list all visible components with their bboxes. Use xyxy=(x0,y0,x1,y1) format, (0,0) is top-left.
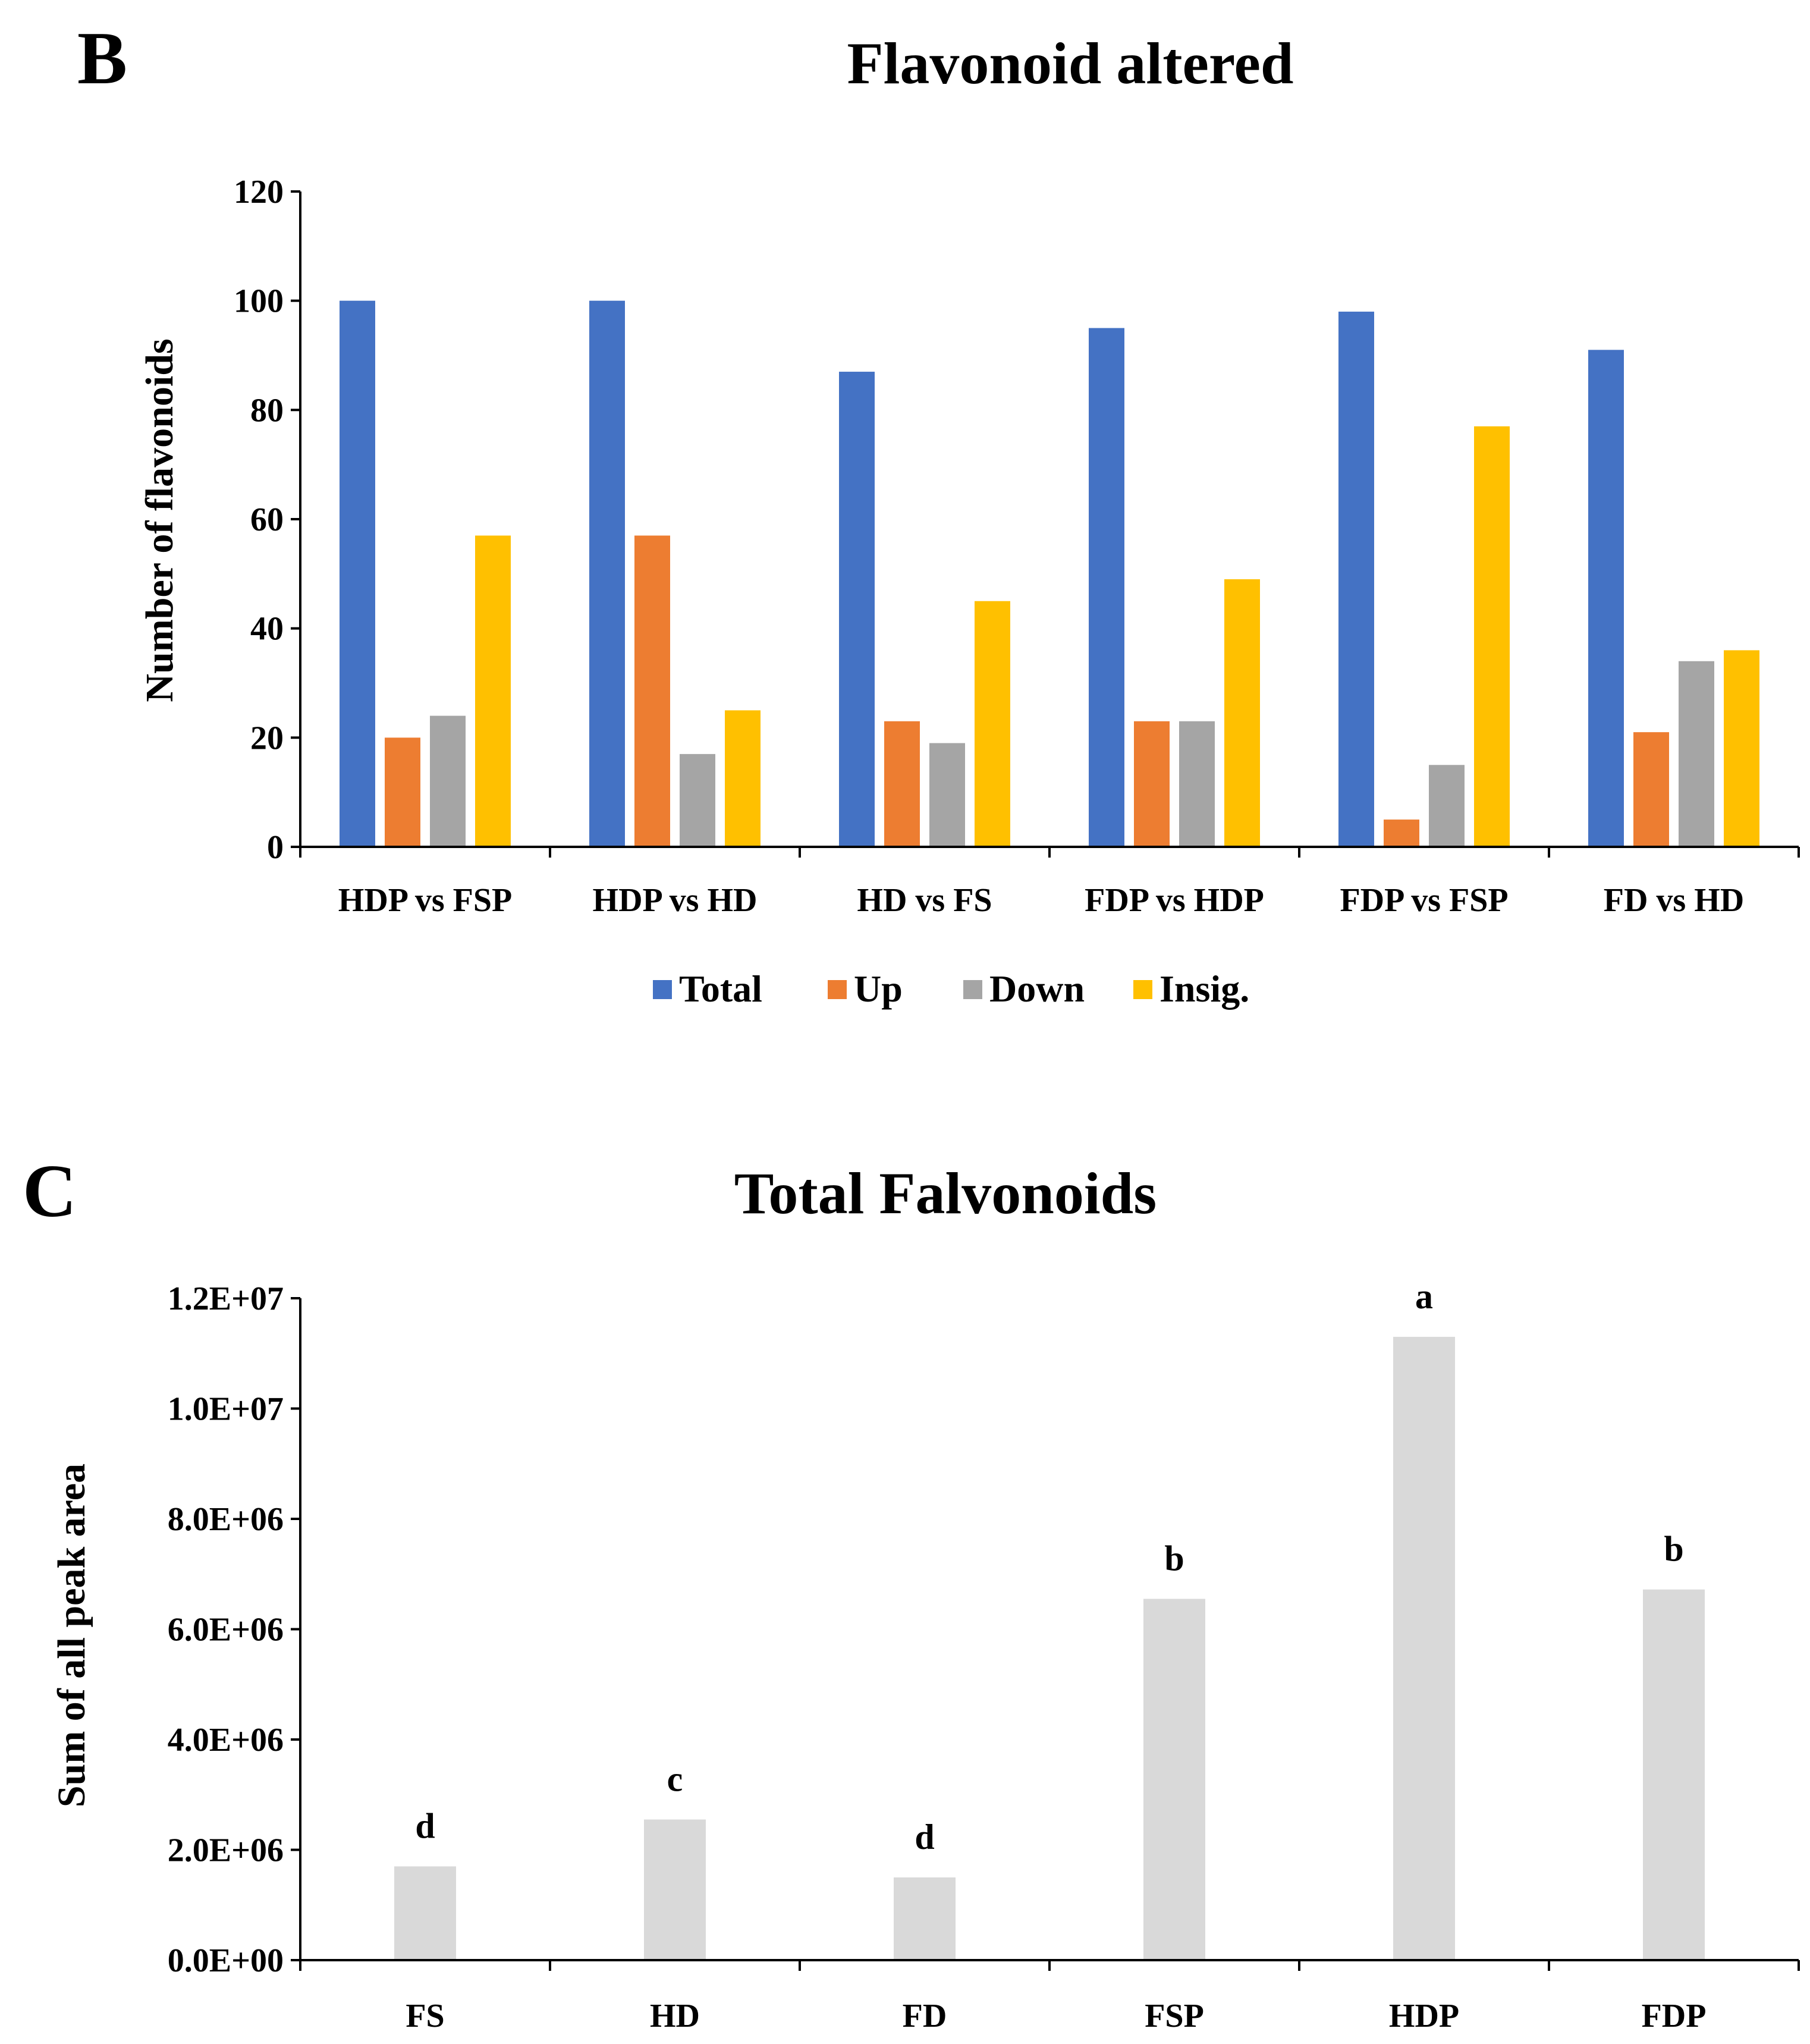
y-tick-label: 120 xyxy=(234,174,284,211)
x-tick-label: FSP xyxy=(1145,1998,1204,2034)
y-tick-label: 1.2E+07 xyxy=(168,1280,284,1317)
x-tick-label: HDP vs FSP xyxy=(338,882,512,919)
y-tick-label: 0.0E+00 xyxy=(168,1942,284,1979)
legend-label-2: Down xyxy=(989,968,1085,1010)
bar-up-3 xyxy=(1134,721,1170,847)
x-tick-label: FDP vs HDP xyxy=(1085,882,1264,919)
chart-title-b: Flavonoid altered xyxy=(847,30,1294,96)
y-tick-label: 100 xyxy=(234,283,284,320)
y-tick-label: 8.0E+06 xyxy=(168,1501,284,1538)
bar-total-1 xyxy=(589,300,625,847)
x-tick-label: FDP vs FSP xyxy=(1340,882,1508,919)
bar-total-5 xyxy=(1588,350,1624,847)
x-tick-label: FD xyxy=(903,1998,947,2034)
bar-down-0 xyxy=(430,715,466,847)
bar-down-3 xyxy=(1179,721,1215,847)
bar-insig-1 xyxy=(725,710,761,847)
x-tick-label: FS xyxy=(406,1998,444,2034)
x-tick-label: FDP xyxy=(1642,1998,1707,2034)
panel-label-c: C xyxy=(23,1150,77,1233)
bar-4 xyxy=(1393,1336,1455,1960)
bar-down-2 xyxy=(929,743,965,847)
chart-b: HDP vs FSP HDP vs HD HD vs FS FDP vs HDP FDP… xyxy=(234,174,1800,1010)
y-tick-label: 1.0E+07 xyxy=(168,1391,284,1428)
y-tick-label: 40 xyxy=(250,611,284,648)
x-tick-label: FD vs HD xyxy=(1604,882,1744,919)
bar-total-4 xyxy=(1338,312,1374,847)
bar-up-5 xyxy=(1633,732,1669,847)
legend-label-1: Up xyxy=(854,968,903,1010)
bar-0 xyxy=(394,1866,456,1960)
bar-down-1 xyxy=(680,753,715,847)
bar-total-2 xyxy=(839,372,875,847)
bar-up-2 xyxy=(884,721,920,847)
bar-insig-3 xyxy=(1224,579,1260,847)
bar-1 xyxy=(644,1819,706,1960)
significance-letter: d xyxy=(915,1817,934,1857)
bar-5 xyxy=(1643,1589,1705,1960)
significance-letter: a xyxy=(1415,1277,1433,1316)
panel-label-b: B xyxy=(77,17,127,100)
significance-letter: d xyxy=(415,1806,435,1845)
y-tick-label: 60 xyxy=(250,501,284,538)
bar-3 xyxy=(1143,1599,1205,1960)
y-tick-label: 20 xyxy=(250,720,284,756)
legend-label-3: Insig. xyxy=(1159,968,1249,1010)
bar-up-1 xyxy=(634,535,670,847)
significance-letter: b xyxy=(1664,1530,1683,1569)
y-tick-label: 4.0E+06 xyxy=(168,1722,284,1759)
legend-swatch-0 xyxy=(653,980,672,999)
bar-down-4 xyxy=(1429,765,1465,847)
x-tick-label: HDP xyxy=(1389,1998,1459,2034)
y-axis-title-b: Number of flavonoids xyxy=(138,338,181,702)
bar-2 xyxy=(894,1877,956,1960)
bar-insig-0 xyxy=(475,535,511,847)
legend-label-0: Total xyxy=(679,968,762,1010)
x-tick-label: HD vs FS xyxy=(857,882,992,919)
legend-swatch-3 xyxy=(1133,980,1152,999)
chart-c: d FS c HD d FD b FSP a HDP b FDP 0.0E+00 2.0E+06 4.0E+… xyxy=(168,1277,1800,2034)
legend-swatch-1 xyxy=(828,980,847,999)
bar-up-0 xyxy=(385,737,420,847)
bar-insig-4 xyxy=(1474,426,1510,847)
bar-down-5 xyxy=(1679,661,1714,847)
y-tick-label: 80 xyxy=(250,392,284,429)
x-tick-label: HDP vs HD xyxy=(593,882,758,919)
y-tick-label: 2.0E+06 xyxy=(168,1832,284,1869)
significance-letter: c xyxy=(667,1759,683,1798)
chart-title-c: Total Falvonoids xyxy=(734,1160,1157,1226)
y-tick-label: 0 xyxy=(267,829,284,866)
y-tick-label: 6.0E+06 xyxy=(168,1612,284,1649)
bar-total-3 xyxy=(1089,328,1124,847)
x-tick-label: HD xyxy=(650,1998,700,2034)
bar-insig-2 xyxy=(975,601,1010,847)
significance-letter: b xyxy=(1164,1539,1184,1578)
bar-insig-5 xyxy=(1724,650,1759,847)
bar-up-4 xyxy=(1384,820,1419,847)
y-axis-title-c: Sum of all peak area xyxy=(50,1464,93,1807)
legend-swatch-2 xyxy=(963,980,982,999)
bar-total-0 xyxy=(340,300,375,847)
